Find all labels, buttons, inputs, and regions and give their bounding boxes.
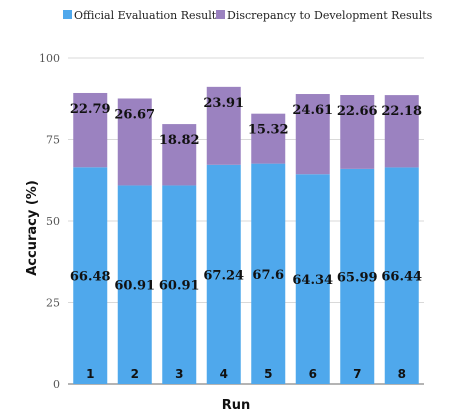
y-tick-label: 25 (46, 297, 60, 310)
legend-label: Discrepancy to Development Results (227, 9, 433, 22)
bar-official (206, 164, 241, 384)
legend-swatch (216, 10, 225, 19)
x-tick-label: 5 (264, 367, 272, 381)
data-label: 22.66 (337, 104, 378, 119)
data-label: 60.91 (114, 279, 155, 294)
bar-discrepancy (117, 98, 152, 186)
x-tick-label: 4 (220, 367, 228, 381)
legend-label: Official Evaluation Results (74, 9, 222, 22)
data-label: 66.44 (381, 270, 422, 285)
bar-official (295, 174, 330, 384)
legend: Official Evaluation Results Discrepancy t… (63, 9, 433, 22)
data-label: 23.91 (203, 96, 244, 111)
x-tick-label: 6 (309, 367, 317, 381)
bar-discrepancy (73, 92, 108, 168)
data-label: 24.61 (292, 103, 333, 118)
bar-official (340, 168, 375, 384)
x-tick-label: 2 (131, 367, 139, 381)
legend-swatch (63, 10, 72, 19)
x-tick-label: 1 (86, 367, 94, 381)
bar-official (384, 167, 419, 384)
y-tick-labels: 0 25 50 75 100 (39, 52, 60, 391)
bar-discrepancy (162, 124, 197, 186)
data-label: 60.91 (159, 279, 200, 294)
data-label: 67.6 (252, 268, 284, 283)
x-tick-label: 3 (175, 367, 183, 381)
bar-discrepancy (340, 95, 375, 169)
data-label: 15.32 (248, 123, 289, 138)
data-label: 65.99 (337, 270, 378, 285)
y-tick-label: 50 (46, 215, 60, 228)
bar-official (117, 185, 152, 384)
data-label: 18.82 (159, 133, 200, 148)
x-tick-label: 8 (398, 367, 406, 381)
bar-official (73, 167, 108, 384)
data-label: 22.18 (381, 104, 422, 119)
bars: 66.48 22.79 1 60.91 26.67 2 60.91 18.82 3 67.24 23… (70, 86, 422, 384)
bar-official (162, 185, 197, 384)
y-axis-title: Accuracy (%) (25, 180, 40, 276)
x-axis-title: Run (222, 398, 251, 413)
bar-discrepancy (251, 113, 286, 164)
data-label: 67.24 (203, 268, 244, 283)
bar-discrepancy (384, 95, 419, 168)
x-tick-label: 7 (353, 367, 361, 381)
y-tick-label: 100 (39, 52, 60, 65)
data-label: 64.34 (292, 273, 333, 288)
bar-discrepancy (206, 86, 241, 165)
y-tick-label: 0 (53, 378, 60, 391)
bar-discrepancy (295, 94, 330, 175)
data-label: 26.67 (114, 107, 155, 122)
data-label: 66.48 (70, 270, 111, 285)
data-label: 22.79 (70, 102, 111, 117)
bar-official (251, 163, 286, 384)
y-tick-label: 75 (46, 134, 60, 147)
